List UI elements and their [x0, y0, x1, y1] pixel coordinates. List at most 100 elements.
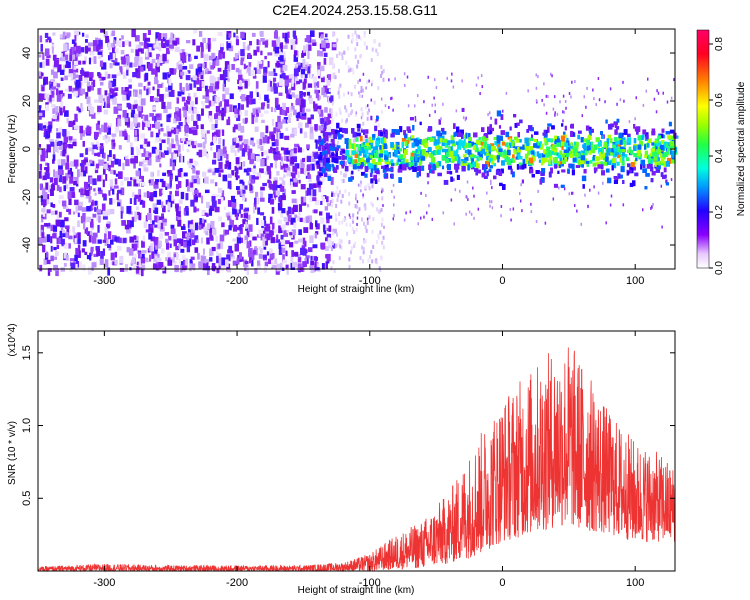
spectrogram-cell — [343, 173, 346, 178]
spectrogram-cell — [92, 144, 98, 150]
spectrogram-cell — [291, 79, 294, 87]
spectrogram-cell — [189, 158, 193, 164]
spectrogram-cell — [496, 139, 501, 144]
spectrogram-cell — [282, 56, 286, 62]
spectrogram-cell — [191, 176, 194, 184]
spectrogram-cell — [249, 140, 254, 145]
spectrogram-cell — [346, 231, 349, 236]
spectrogram-cell — [103, 31, 108, 38]
spectrogram-cell — [46, 54, 51, 59]
spectrogram-cell — [307, 66, 311, 74]
spectrogram-cell — [236, 116, 241, 122]
spectrogram-cell — [96, 209, 102, 214]
spectrogram-cell — [663, 167, 667, 173]
spectrogram-cell — [224, 61, 230, 69]
spectrogram-cell — [376, 170, 380, 175]
spectrogram-cell — [269, 230, 273, 238]
spectrogram-cell — [370, 168, 374, 174]
spectrogram-cell — [437, 172, 442, 177]
spectrogram-cell — [363, 151, 367, 158]
spectrogram-cell — [307, 83, 313, 88]
spectrogram-cell — [128, 90, 132, 97]
spectrogram-cell — [491, 155, 497, 161]
spectrogram-cell — [484, 151, 487, 156]
spectrogram-cell — [87, 47, 91, 52]
spectrogram-cell — [112, 235, 117, 242]
spectrogram-cell — [348, 257, 351, 262]
spectrogram-cell — [211, 123, 216, 131]
spectrogram-cell — [275, 128, 281, 132]
spectrogram-cell — [235, 174, 239, 181]
spectrogram-cell — [340, 118, 343, 123]
spectrogram-cell — [169, 243, 172, 248]
spectrogram-cell — [313, 81, 317, 88]
spectrogram-cell — [260, 158, 265, 167]
spectrogram-cell — [185, 52, 188, 57]
spectrogram-cell — [443, 179, 449, 185]
spectrogram-cell — [42, 52, 45, 60]
spectrogram-cell — [412, 166, 417, 172]
spectrogram-cell — [251, 116, 255, 125]
spectrogram-cell — [338, 107, 341, 112]
spectrogram-cell — [319, 163, 324, 172]
spectrogram-cell — [78, 201, 84, 206]
spectrogram-cell — [109, 198, 113, 205]
spectrogram-cell — [284, 135, 290, 140]
spectrogram-cell — [220, 149, 225, 156]
spectrogram-cell — [40, 110, 45, 118]
spectrogram-cell — [41, 86, 45, 92]
spectrogram-cell — [564, 125, 567, 131]
spectrogram-cell — [272, 80, 275, 84]
spectrogram-cell — [73, 180, 77, 186]
spectrogram-cell — [486, 160, 489, 167]
spectrogram-cell — [48, 38, 52, 43]
spectrogram-cell — [143, 42, 149, 49]
spectrogram-cell — [506, 160, 512, 165]
spectrogram-cell — [619, 140, 623, 145]
spectrogram-cell — [41, 93, 46, 101]
spectrogram-cell — [136, 62, 139, 66]
spectrogram-cell — [323, 58, 327, 65]
spectrogram-cell — [370, 178, 374, 184]
spectrogram-cell — [207, 44, 211, 52]
spectrogram-cell — [72, 141, 77, 147]
spectrogram-cell — [161, 101, 166, 109]
spectrogram-cell — [64, 75, 68, 81]
spectrogram-cell — [200, 255, 205, 262]
spectrogram-cell — [167, 114, 171, 118]
spectrogram-cell — [320, 77, 325, 83]
spectrogram-cell — [347, 68, 350, 73]
spectrogram-cell — [292, 109, 297, 116]
spectrogram-cell — [232, 138, 236, 146]
spectrogram-cell — [293, 180, 298, 187]
spectrogram-cell — [180, 226, 186, 231]
spectrogram-cell — [294, 163, 298, 167]
spectrogram-cell — [197, 252, 200, 260]
spectrogram-cell — [304, 73, 308, 79]
spectrogram-cell — [160, 127, 164, 132]
spectrogram-cell — [123, 90, 128, 96]
spectrogram-cell — [320, 242, 326, 250]
spectrogram-cell — [621, 152, 625, 156]
spectrogram-cell — [227, 161, 232, 170]
spectrogram-cell — [45, 58, 50, 66]
spectrogram-cell — [295, 112, 301, 118]
spectrogram-cell — [262, 226, 267, 234]
spectrogram-cell — [486, 157, 491, 162]
spectrogram-cell — [435, 162, 439, 168]
spectrogram-cell — [238, 74, 243, 81]
spectrogram-cell — [167, 251, 172, 258]
spectrogram-cell — [324, 39, 329, 44]
spectrogram-cell — [90, 221, 94, 228]
spectrogram-cell — [214, 182, 218, 187]
spectrogram-cell — [316, 160, 320, 165]
spectrogram-cell — [184, 207, 189, 216]
spectrogram-cell — [113, 185, 119, 189]
spectrogram-cell — [78, 261, 83, 269]
spectrogram-cell — [517, 146, 522, 153]
spectrogram-cell — [354, 159, 358, 164]
spectrogram-cell — [623, 129, 628, 135]
spectrogram-cell — [69, 268, 73, 272]
spectrogram-cell — [60, 267, 66, 272]
spectrogram-cell — [84, 75, 89, 83]
